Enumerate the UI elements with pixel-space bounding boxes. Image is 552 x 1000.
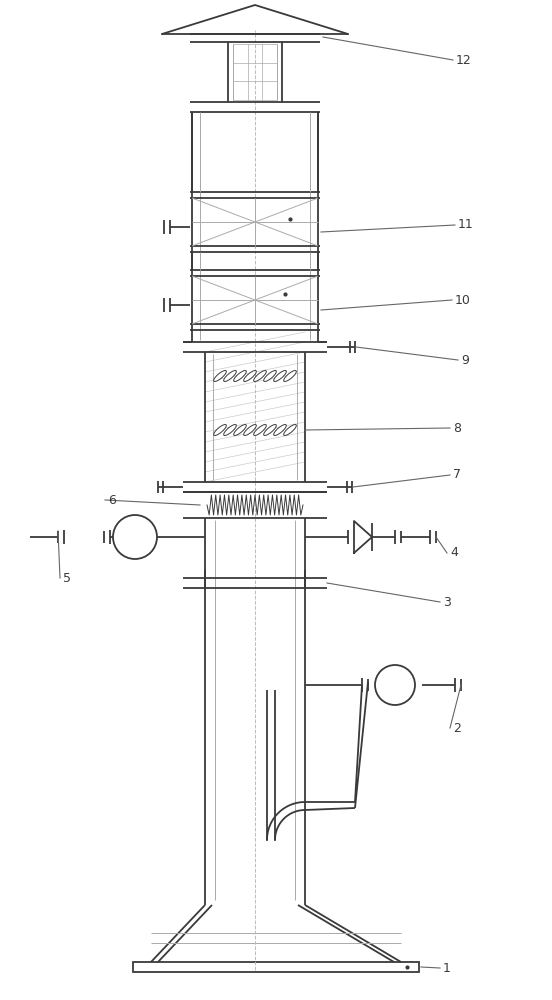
Ellipse shape [224,371,236,381]
Ellipse shape [243,371,256,381]
Ellipse shape [254,425,266,435]
Ellipse shape [274,371,286,381]
Ellipse shape [233,425,246,435]
Text: 3: 3 [443,595,451,608]
Text: 6: 6 [108,493,116,506]
Ellipse shape [243,425,256,435]
Ellipse shape [264,371,277,381]
Circle shape [375,665,415,705]
Text: 12: 12 [456,53,472,66]
Text: 8: 8 [453,422,461,434]
Ellipse shape [233,371,246,381]
Ellipse shape [284,425,296,435]
Text: 4: 4 [450,546,458,560]
Ellipse shape [214,425,226,435]
Ellipse shape [224,425,236,435]
Text: 9: 9 [461,354,469,366]
Text: 10: 10 [455,294,471,306]
Text: 7: 7 [453,468,461,482]
Text: 2: 2 [453,722,461,734]
Text: 11: 11 [458,219,474,232]
Circle shape [113,515,157,559]
Text: 1: 1 [443,962,451,974]
Ellipse shape [284,371,296,381]
Ellipse shape [254,371,266,381]
Bar [133,962,419,972]
Ellipse shape [264,425,277,435]
Ellipse shape [274,425,286,435]
Text: 5: 5 [63,572,71,584]
Ellipse shape [214,371,226,381]
